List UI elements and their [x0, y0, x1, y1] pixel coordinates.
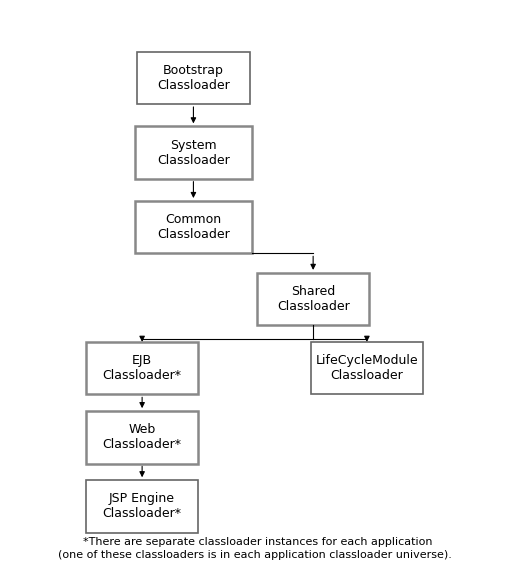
Bar [310, 342, 423, 395]
Text: LifeCycleModule
Classloader: LifeCycleModule Classloader [316, 354, 418, 382]
Bar [135, 201, 252, 253]
Bar [86, 342, 199, 395]
Text: Common
Classloader: Common Classloader [157, 213, 230, 241]
Text: (one of these classloaders is in each application classloader universe).: (one of these classloaders is in each ap… [58, 550, 451, 559]
Bar [135, 126, 252, 179]
Text: Bootstrap
Classloader: Bootstrap Classloader [157, 64, 230, 92]
Bar [137, 52, 249, 104]
Bar [86, 411, 199, 464]
Text: Web
Classloader*: Web Classloader* [103, 423, 182, 452]
Text: *There are separate classloader instances for each application: *There are separate classloader instance… [76, 537, 433, 547]
Text: Shared
Classloader: Shared Classloader [277, 285, 350, 313]
Text: EJB
Classloader*: EJB Classloader* [103, 354, 182, 382]
Text: System
Classloader: System Classloader [157, 138, 230, 166]
Bar [257, 273, 370, 325]
Text: JSP Engine
Classloader*: JSP Engine Classloader* [103, 492, 182, 521]
Bar [86, 480, 199, 533]
